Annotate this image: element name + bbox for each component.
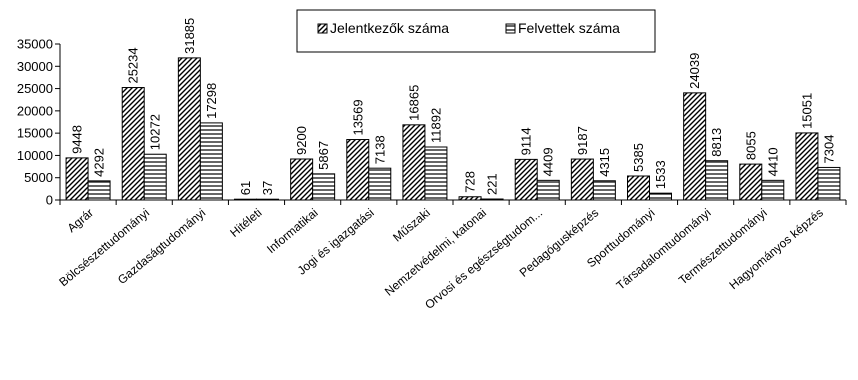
data-label: 24039 bbox=[687, 53, 702, 89]
bar-jelentkezok bbox=[739, 163, 763, 201]
data-label: 1533 bbox=[653, 160, 668, 189]
bar-jelentkezok bbox=[177, 57, 201, 201]
category-label: Hagyományos képzés bbox=[726, 206, 825, 293]
data-label: 16865 bbox=[406, 85, 421, 121]
legend-label: Felvettek száma bbox=[518, 20, 620, 36]
data-label: 25234 bbox=[126, 47, 141, 83]
category-label: Társadalomtudományi bbox=[614, 206, 714, 293]
category-label: Orvosi és egészségtudom... bbox=[422, 206, 545, 312]
data-label: 8813 bbox=[709, 128, 724, 157]
bar-jelentkezok bbox=[627, 175, 650, 201]
y-tick-label: 35000 bbox=[17, 37, 53, 52]
bar-jelentkezok bbox=[402, 124, 426, 201]
data-label: 4409 bbox=[541, 147, 556, 176]
data-label: 5867 bbox=[316, 141, 331, 170]
legend-label: Jelentkezők száma bbox=[330, 20, 449, 36]
bar-jelentkezok bbox=[290, 158, 314, 201]
bar-felvettek bbox=[87, 180, 111, 201]
y-tick-label: 25000 bbox=[17, 81, 53, 96]
data-label: 17298 bbox=[204, 83, 219, 119]
bar-felvettek bbox=[199, 122, 223, 201]
data-label: 15051 bbox=[799, 93, 814, 129]
legend-box bbox=[296, 9, 656, 53]
bar-jelentkezok bbox=[458, 196, 482, 201]
bar-jelentkezok bbox=[795, 132, 819, 201]
legend-swatch-felvettek bbox=[505, 23, 516, 34]
y-tick-label: 20000 bbox=[17, 103, 53, 118]
data-label: 31885 bbox=[182, 18, 197, 54]
data-label: 4410 bbox=[765, 147, 780, 176]
data-label: 37 bbox=[260, 181, 275, 195]
category-label: Informatikai bbox=[264, 206, 321, 257]
data-labels: 9448 25234 31885 61 9200 13569 16865 728 9114 918… bbox=[70, 18, 837, 195]
data-label: 9187 bbox=[575, 126, 590, 155]
bar-jelentkezok bbox=[683, 92, 707, 201]
bar-felvettek bbox=[761, 179, 785, 201]
category-labels: AgrárBölcsészettudományiGazdaságtudomány… bbox=[56, 206, 826, 312]
bar-felvettek bbox=[368, 167, 392, 201]
bar-felvettek bbox=[536, 179, 560, 201]
bar-jelentkezok bbox=[346, 139, 370, 201]
data-label: 4292 bbox=[92, 148, 107, 177]
category-label: Hitéleti bbox=[227, 206, 264, 240]
data-label: 7304 bbox=[821, 135, 836, 164]
data-label: 7138 bbox=[372, 135, 387, 164]
y-tick-label: 30000 bbox=[17, 59, 53, 74]
data-label: 728 bbox=[463, 171, 478, 193]
bar-jelentkezok bbox=[121, 87, 145, 201]
bar-felvettek bbox=[480, 198, 504, 201]
data-label: 9200 bbox=[294, 126, 309, 155]
legend-swatch-jelentkezok bbox=[317, 23, 328, 34]
data-label: 221 bbox=[485, 173, 500, 195]
legend: Jelentkezők száma Felvettek száma bbox=[296, 9, 656, 53]
category-label: Nemzetvédelmi, katonai bbox=[382, 206, 489, 299]
bars bbox=[65, 57, 841, 201]
data-label: 10272 bbox=[148, 114, 163, 150]
bar-jelentkezok bbox=[65, 157, 89, 201]
x-axis bbox=[59, 199, 847, 205]
data-label: 13569 bbox=[350, 99, 365, 135]
bar-felvettek bbox=[312, 173, 336, 201]
bar-felvettek bbox=[424, 146, 448, 201]
category-label: Műszaki bbox=[390, 206, 433, 245]
y-tick-label: 15000 bbox=[17, 126, 53, 141]
y-axis: 0 5000 10000 15000 20000 25000 30000 35000 bbox=[17, 37, 61, 208]
bar-jelentkezok bbox=[234, 198, 257, 201]
bar-felvettek bbox=[143, 153, 167, 201]
bar-felvettek bbox=[592, 180, 616, 201]
bar-jelentkezok bbox=[514, 158, 538, 201]
y-tick-label: 10000 bbox=[17, 148, 53, 163]
bar-felvettek bbox=[649, 192, 672, 201]
bar-jelentkezok bbox=[570, 158, 594, 201]
bar-felvettek bbox=[705, 160, 729, 201]
data-label: 4315 bbox=[597, 148, 612, 177]
data-label: 61 bbox=[238, 181, 253, 195]
data-label: 9448 bbox=[70, 125, 85, 154]
y-tick-label: 5000 bbox=[24, 170, 53, 185]
y-tick-label: 0 bbox=[46, 193, 53, 208]
data-label: 9114 bbox=[519, 127, 534, 155]
data-label: 8055 bbox=[743, 131, 758, 160]
bar-felvettek bbox=[256, 198, 279, 201]
data-label: 5385 bbox=[631, 143, 646, 172]
category-label: Agrár bbox=[65, 206, 96, 236]
bar-felvettek bbox=[817, 166, 841, 201]
data-label: 11892 bbox=[428, 108, 443, 143]
